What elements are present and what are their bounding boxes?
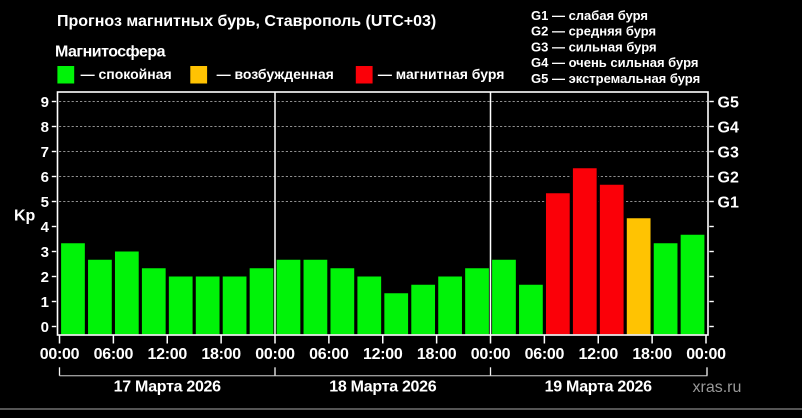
svg-text:G5: G5: [718, 94, 739, 111]
svg-text:G2 — средняя буря: G2 — средняя буря: [531, 24, 656, 39]
svg-text:G5 — экстремальная буря: G5 — экстремальная буря: [531, 71, 700, 86]
svg-text:12:00: 12:00: [148, 346, 188, 363]
svg-text:0: 0: [41, 319, 49, 336]
svg-text:1: 1: [41, 294, 49, 311]
svg-text:G1 — слабая буря: G1 — слабая буря: [531, 8, 648, 23]
svg-text:00:00: 00:00: [686, 346, 726, 363]
svg-text:18:00: 18:00: [417, 346, 457, 363]
svg-text:12:00: 12:00: [363, 346, 403, 363]
svg-text:06:00: 06:00: [525, 346, 565, 363]
svg-text:18:00: 18:00: [201, 346, 241, 363]
svg-text:00:00: 00:00: [40, 346, 80, 363]
svg-text:2: 2: [41, 269, 49, 286]
svg-text:Kp: Kp: [14, 208, 36, 225]
svg-text:4: 4: [41, 219, 50, 236]
svg-text:9: 9: [41, 94, 49, 111]
svg-text:G1: G1: [718, 194, 739, 211]
svg-text:xras.ru: xras.ru: [693, 379, 742, 396]
svg-text:19 Марта 2026: 19 Марта 2026: [545, 379, 653, 396]
svg-text:Прогноз магнитных бурь, Ставро: Прогноз магнитных бурь, Ставрополь (UTC+…: [57, 13, 436, 30]
svg-text:8: 8: [41, 119, 49, 136]
svg-text:— возбужденная: — возбужденная: [217, 66, 334, 82]
svg-text:7: 7: [41, 144, 49, 161]
svg-text:— спокойная: — спокойная: [81, 66, 172, 82]
svg-text:G4: G4: [718, 119, 739, 136]
svg-text:5: 5: [41, 194, 49, 211]
svg-text:17 Марта 2026: 17 Марта 2026: [114, 379, 222, 396]
svg-text:3: 3: [41, 244, 49, 261]
svg-text:G4 — очень сильная буря: G4 — очень сильная буря: [531, 55, 698, 70]
svg-text:G3: G3: [718, 144, 739, 161]
svg-text:06:00: 06:00: [94, 346, 134, 363]
svg-text:18:00: 18:00: [632, 346, 672, 363]
svg-text:18 Марта 2026: 18 Марта 2026: [329, 379, 437, 396]
svg-text:6: 6: [41, 169, 49, 186]
svg-text:12:00: 12:00: [579, 346, 619, 363]
svg-text:00:00: 00:00: [255, 346, 295, 363]
svg-text:06:00: 06:00: [309, 346, 349, 363]
svg-text:— магнитная буря: — магнитная буря: [378, 66, 505, 82]
svg-text:Магнитосфера: Магнитосфера: [55, 44, 166, 61]
svg-text:00:00: 00:00: [471, 346, 511, 363]
svg-text:G2: G2: [718, 169, 739, 186]
svg-text:G3 — сильная буря: G3 — сильная буря: [531, 39, 657, 54]
